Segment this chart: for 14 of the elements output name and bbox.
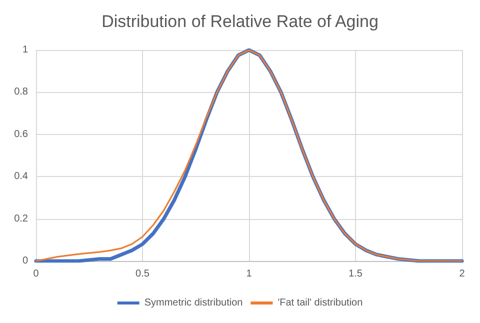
x-tick-label: 1.5 — [348, 268, 363, 280]
y-tick-label: 0.8 — [14, 86, 28, 98]
y-tick-label: 0.6 — [14, 128, 28, 140]
x-tick-label: 0 — [33, 268, 40, 280]
x-tick-label: 2 — [459, 268, 466, 280]
y-tick-label: 1 — [22, 44, 28, 56]
x-tick-label: 1 — [246, 268, 252, 280]
y-tick-label: 0.4 — [14, 171, 28, 182]
y-tick-label: 0 — [22, 256, 28, 266]
chart-title: Distribution of Relative Rate of Aging — [102, 12, 378, 31]
legend-label: 'Fat tail' distribution — [278, 298, 363, 308]
legend-label: Symmetric distribution — [144, 298, 243, 308]
x-tick-label: 0.5 — [136, 268, 150, 280]
y-tick-label: 0.2 — [14, 213, 28, 224]
